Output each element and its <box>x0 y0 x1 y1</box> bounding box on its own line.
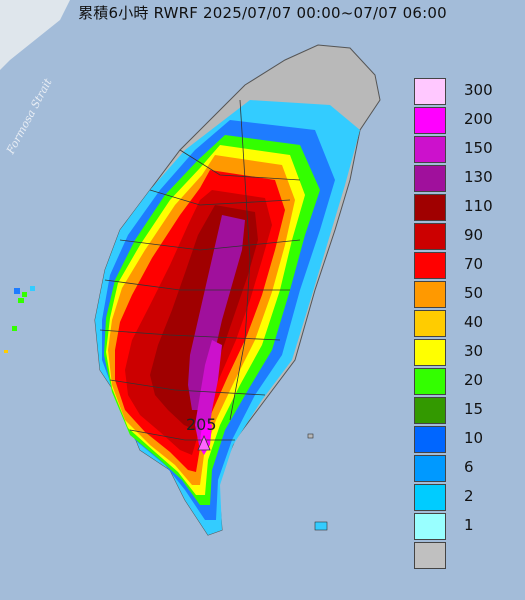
max-value-marker <box>197 434 211 451</box>
legend-label: 1 <box>464 516 474 534</box>
legend-swatch <box>414 252 446 279</box>
penghu-rain <box>4 286 35 353</box>
legend-swatch <box>414 513 446 540</box>
legend-swatch <box>414 223 446 250</box>
legend-label: 40 <box>464 313 484 331</box>
map-title: 累積6小時 RWRF 2025/07/07 00:00~07/07 06:00 <box>78 4 447 22</box>
legend-label: 2 <box>464 487 474 505</box>
legend-label: 90 <box>464 226 484 244</box>
legend-swatch <box>414 426 446 453</box>
green-island <box>307 433 314 439</box>
legend-label: 70 <box>464 255 484 273</box>
legend-swatch <box>414 397 446 424</box>
legend-swatch <box>414 542 446 569</box>
legend-swatch <box>414 281 446 308</box>
legend-label: 30 <box>464 342 484 360</box>
rain-band-130mm <box>188 215 245 410</box>
legend-swatch <box>414 339 446 366</box>
legend-swatch <box>414 78 446 105</box>
legend-swatch <box>414 107 446 134</box>
rain-band-150mm <box>195 340 222 450</box>
legend-swatch <box>414 310 446 337</box>
legend-label: 50 <box>464 284 484 302</box>
legend-label: 200 <box>464 110 493 128</box>
legend-swatch <box>414 368 446 395</box>
max-value-label: 205 <box>186 415 217 434</box>
legend-label: 10 <box>464 429 484 447</box>
county-boundaries <box>99 99 301 441</box>
legend-label: 150 <box>464 139 493 157</box>
legend-swatch <box>414 136 446 163</box>
mainland-coast <box>0 0 70 70</box>
legend-swatch <box>414 484 446 511</box>
legend-swatch <box>414 455 446 482</box>
legend-label: 15 <box>464 400 484 418</box>
legend-label: 130 <box>464 168 493 186</box>
legend-label: 6 <box>464 458 474 476</box>
legend-label: 20 <box>464 371 484 389</box>
legend-swatch <box>414 165 446 192</box>
legend-label: 110 <box>464 197 493 215</box>
legend-swatch <box>414 194 446 221</box>
legend-label: 300 <box>464 81 493 99</box>
orchid-island <box>314 521 328 531</box>
